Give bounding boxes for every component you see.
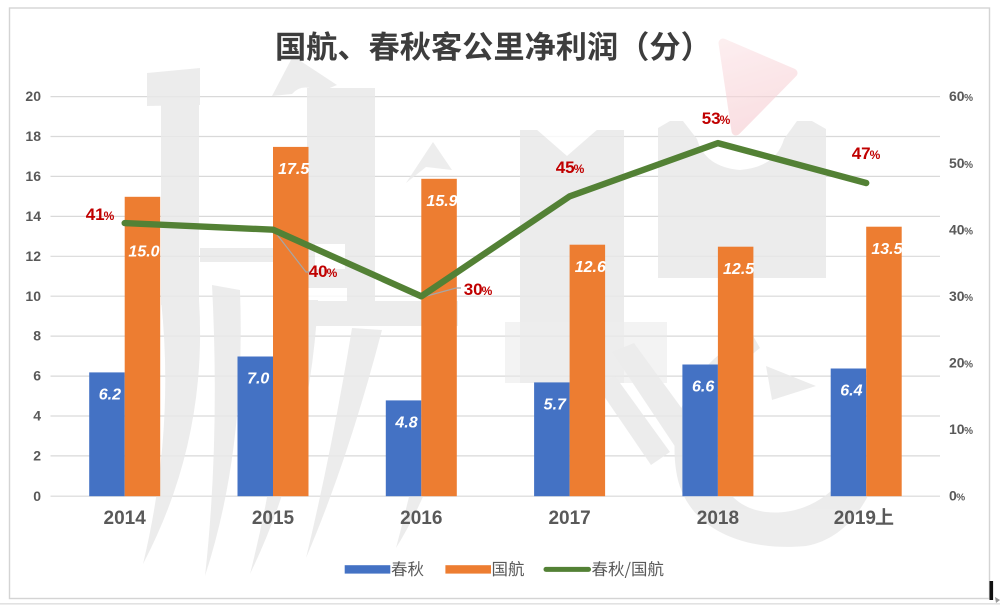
svg-text:18: 18 [25, 128, 41, 144]
svg-text:12.5: 12.5 [723, 261, 755, 278]
svg-text:6: 6 [33, 368, 41, 384]
svg-text:15.9: 15.9 [426, 193, 457, 210]
svg-text:4.8: 4.8 [394, 415, 417, 432]
svg-text:2014: 2014 [104, 508, 147, 529]
svg-text:12: 12 [25, 248, 41, 264]
svg-text:2: 2 [33, 448, 41, 464]
svg-text:40%: 40% [309, 262, 338, 281]
svg-text:2015: 2015 [252, 508, 295, 529]
svg-text:4: 4 [33, 408, 41, 424]
svg-text:2017: 2017 [548, 508, 590, 529]
svg-text:20: 20 [25, 88, 41, 104]
svg-text:10: 10 [25, 288, 41, 304]
svg-text:12.6: 12.6 [575, 259, 606, 276]
svg-text:7.0: 7.0 [247, 371, 269, 388]
svg-text:47%: 47% [852, 144, 881, 163]
svg-text:16: 16 [25, 168, 41, 184]
svg-text:30%: 30% [464, 280, 493, 299]
svg-text:14: 14 [25, 208, 41, 224]
svg-text:6.4: 6.4 [840, 383, 862, 400]
svg-text:6.6: 6.6 [692, 379, 714, 396]
svg-text:2016: 2016 [400, 508, 442, 529]
svg-text:2019: 2019 [834, 508, 876, 529]
svg-text:8: 8 [33, 328, 41, 344]
svg-text:15.0: 15.0 [128, 244, 159, 261]
svg-text:53%: 53% [702, 109, 731, 128]
svg-text:5.7: 5.7 [544, 397, 567, 414]
svg-text:2018: 2018 [697, 508, 739, 529]
svg-text:45%: 45% [556, 158, 585, 177]
svg-text:0: 0 [33, 488, 41, 504]
svg-text:13.5: 13.5 [871, 241, 903, 258]
svg-text:41%: 41% [86, 205, 115, 224]
svg-text:6.2: 6.2 [99, 387, 121, 404]
svg-text:17.5: 17.5 [278, 161, 310, 178]
